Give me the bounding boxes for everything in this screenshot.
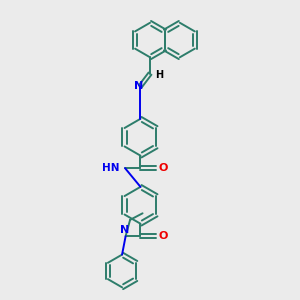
Text: HN: HN — [102, 163, 120, 173]
Text: O: O — [159, 231, 168, 241]
Text: H: H — [155, 70, 164, 80]
Text: O: O — [159, 163, 168, 173]
Text: N: N — [119, 225, 129, 235]
Text: N: N — [134, 81, 144, 91]
